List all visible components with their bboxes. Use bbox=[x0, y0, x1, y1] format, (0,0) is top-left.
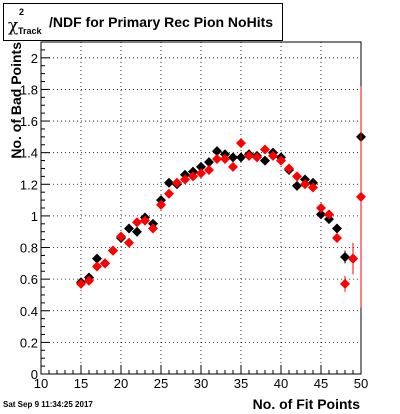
data-point bbox=[172, 177, 182, 188]
y-tick-label: 0 bbox=[31, 367, 38, 382]
data-point bbox=[156, 199, 166, 210]
data-point bbox=[292, 180, 302, 191]
y-tick-label: 1.4 bbox=[20, 146, 38, 161]
data-point bbox=[260, 155, 270, 166]
x-tick-label: 50 bbox=[354, 376, 368, 391]
data-point bbox=[212, 153, 222, 164]
data-point bbox=[308, 182, 318, 193]
axes: 10 15 20 25 30 35 40 45 50 0 0.2 0.4 0.6 0.8 1 1.2 1.4 1.… bbox=[20, 41, 368, 391]
x-tick-label: 25 bbox=[154, 376, 168, 391]
data-point bbox=[132, 217, 142, 228]
y-tick-label: 0.4 bbox=[20, 304, 38, 319]
data-point bbox=[124, 223, 134, 234]
x-tick-label: 35 bbox=[234, 376, 248, 391]
data-point bbox=[132, 226, 142, 237]
x-tick-label: 15 bbox=[74, 376, 88, 391]
data-point bbox=[140, 215, 150, 226]
data-point bbox=[92, 253, 102, 264]
x-axis-label: No. of Fit Points bbox=[253, 396, 361, 412]
data-point bbox=[84, 275, 94, 286]
data-point bbox=[236, 152, 246, 163]
data-marks bbox=[76, 49, 366, 308]
data-point bbox=[356, 191, 366, 202]
chart-title: χ 2 Track /NDF for Primary Rec Pion NoHi… bbox=[3, 3, 283, 41]
data-point bbox=[324, 209, 334, 220]
data-point bbox=[276, 155, 286, 166]
data-point bbox=[236, 138, 246, 149]
data-point bbox=[220, 153, 230, 164]
data-point bbox=[228, 161, 238, 172]
y-tick-label: 1.8 bbox=[20, 82, 38, 97]
title-chi-symbol: χ bbox=[8, 16, 19, 36]
y-tick-label: 1.2 bbox=[20, 177, 38, 192]
data-point bbox=[316, 209, 326, 220]
data-point bbox=[204, 165, 214, 176]
data-point bbox=[332, 233, 342, 244]
data-point bbox=[204, 157, 214, 168]
data-point bbox=[196, 168, 206, 179]
data-point bbox=[196, 161, 206, 172]
data-point bbox=[188, 171, 198, 182]
y-tick-label: 1.6 bbox=[20, 114, 38, 129]
data-point bbox=[124, 237, 134, 248]
timestamp: Sat Sep 9 11:34:25 2017 bbox=[3, 400, 93, 409]
y-tick-label: 2 bbox=[31, 51, 38, 66]
y-axis-label: No. of Bad Points bbox=[8, 42, 24, 159]
x-tick-label: 45 bbox=[314, 376, 328, 391]
data-point bbox=[180, 174, 190, 185]
x-tick-label: 40 bbox=[274, 376, 288, 391]
data-point bbox=[340, 252, 350, 263]
x-tick-label: 10 bbox=[34, 376, 48, 391]
y-tick-label: 1 bbox=[31, 209, 38, 224]
data-point bbox=[108, 245, 118, 256]
data-point bbox=[164, 188, 174, 199]
data-point bbox=[284, 163, 294, 174]
data-point bbox=[260, 144, 270, 155]
y-tick-label: 0.6 bbox=[20, 272, 38, 287]
data-point bbox=[164, 177, 174, 188]
y-tick-label: 0.8 bbox=[20, 241, 38, 256]
data-point bbox=[148, 223, 158, 234]
data-point bbox=[332, 223, 342, 234]
data-point bbox=[212, 146, 222, 157]
plot-frame bbox=[40, 41, 362, 375]
series-1 bbox=[76, 86, 366, 308]
data-point bbox=[300, 179, 310, 190]
x-tick-label: 30 bbox=[194, 376, 208, 391]
data-point bbox=[268, 150, 278, 161]
data-point bbox=[348, 253, 358, 264]
title-superscript: 2 bbox=[19, 7, 25, 17]
title-text: /NDF for Primary Rec Pion NoHits bbox=[49, 14, 274, 30]
title-subscript: Track bbox=[18, 26, 42, 36]
data-point bbox=[292, 171, 302, 182]
data-point bbox=[76, 278, 86, 289]
data-point bbox=[340, 278, 350, 289]
data-point bbox=[244, 150, 254, 161]
data-point bbox=[100, 258, 110, 269]
data-point bbox=[116, 231, 126, 242]
data-point bbox=[316, 203, 326, 213]
y-tick-label: 0.2 bbox=[20, 335, 38, 350]
data-point bbox=[228, 152, 238, 163]
x-tick-label: 20 bbox=[114, 376, 128, 391]
data-point bbox=[252, 152, 262, 163]
data-point bbox=[92, 261, 102, 272]
